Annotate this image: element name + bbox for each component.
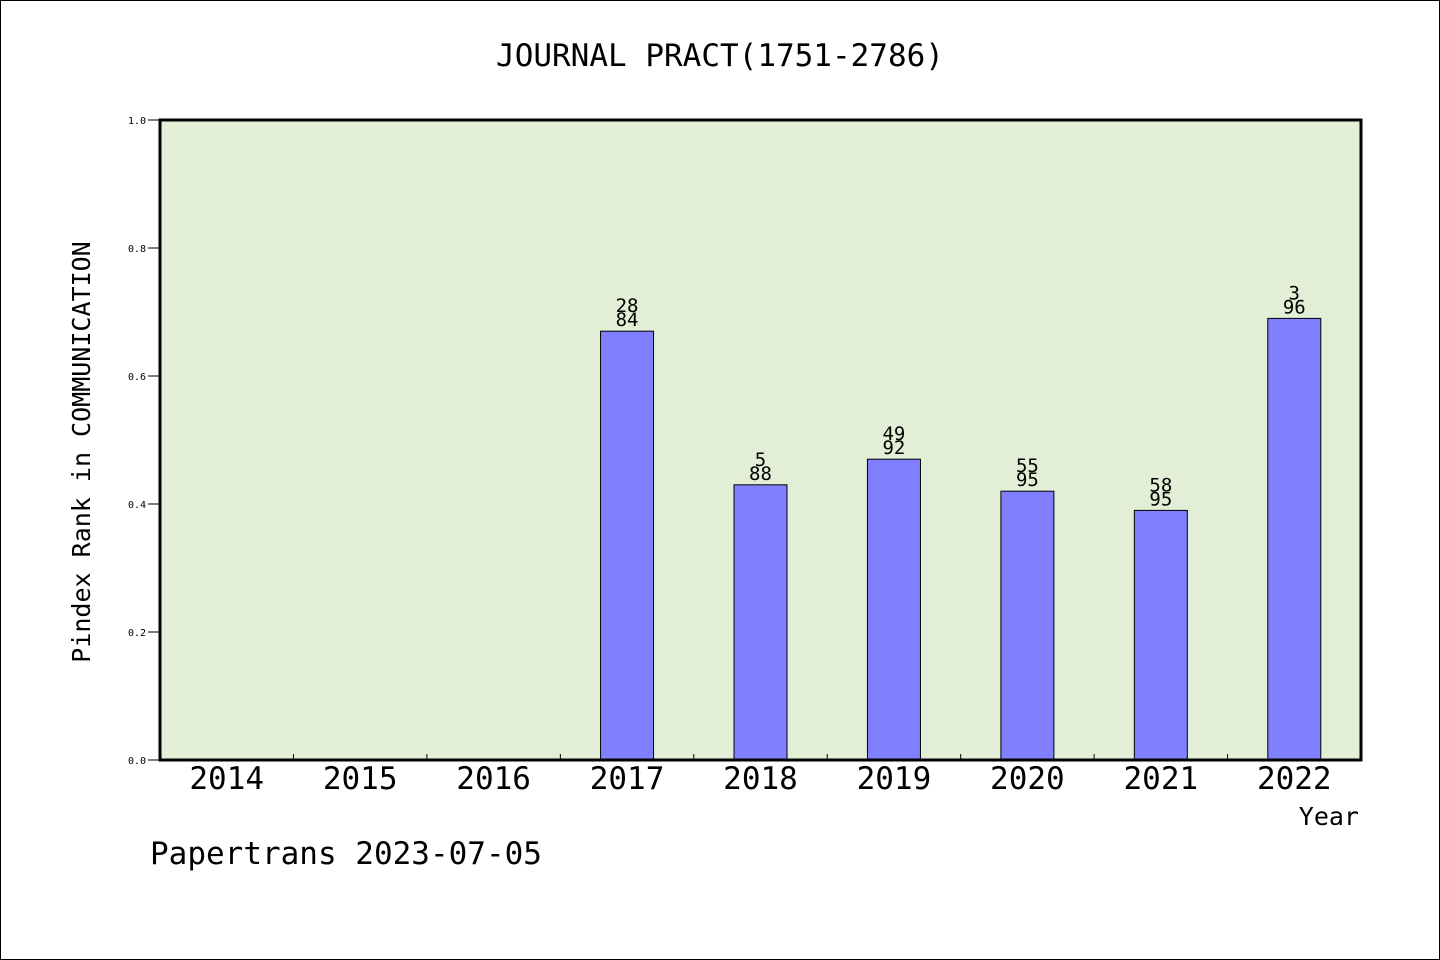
x-tick-label: 2019 <box>857 761 932 797</box>
bar-rank-label: 55 <box>1016 455 1039 477</box>
x-tick-label: 2017 <box>590 761 665 797</box>
y-axis: 0.0 0.2 0.4 0.6 0.8 1.0 <box>128 116 160 767</box>
x-tick-label: 2016 <box>456 761 531 797</box>
bar-rank-label: 28 <box>616 295 639 317</box>
bar-2018 <box>733 484 788 761</box>
bar-2017 <box>600 330 655 761</box>
y-tick-label: 0.6 <box>128 372 146 383</box>
bar-2019 <box>866 458 921 761</box>
bar-rank-label: 5 <box>755 449 766 471</box>
footer-credit: Papertrans 2023-07-05 <box>150 836 542 872</box>
plot-border <box>158 118 1363 762</box>
y-axis-label: Pindex Rank in COMMUNICATION <box>67 241 96 662</box>
y-tick-label: 0.8 <box>128 244 146 255</box>
bar-total-label: 95 <box>1016 469 1039 491</box>
y-tick-label: 0.0 <box>128 756 146 767</box>
x-tick-label: 2015 <box>323 761 398 797</box>
x-tick-label: 2014 <box>189 761 264 797</box>
x-axis-label: Year <box>1299 802 1359 831</box>
bars <box>600 317 1322 761</box>
bar-rank-label: 3 <box>1289 282 1300 304</box>
bar-rank-label: 58 <box>1149 474 1172 496</box>
x-tick-label: 2021 <box>1124 761 1199 797</box>
y-tick-label: 0.2 <box>128 628 146 639</box>
bar-total-label: 88 <box>749 463 772 485</box>
bar-2020 <box>1000 490 1055 761</box>
bar-2022 <box>1267 317 1322 761</box>
bar-total-label: 84 <box>616 309 639 331</box>
bar-2021 <box>1133 509 1188 761</box>
chart-title: JOURNAL PRACT(1751-2786) <box>496 38 944 74</box>
bar-total-label: 95 <box>1149 488 1172 510</box>
bar-total-label: 92 <box>882 437 905 459</box>
x-axis: 2014 2015 2016 2017 2018 2019 2020 2021 2022 <box>189 754 1332 797</box>
x-tick-label: 2020 <box>990 761 1065 797</box>
x-tick-label: 2018 <box>723 761 798 797</box>
y-tick-label: 1.0 <box>128 116 146 127</box>
bar-rank-label: 49 <box>882 423 905 445</box>
y-tick-label: 0.4 <box>128 500 146 511</box>
x-tick-label: 2022 <box>1257 761 1332 797</box>
bar-total-label: 96 <box>1283 296 1306 318</box>
